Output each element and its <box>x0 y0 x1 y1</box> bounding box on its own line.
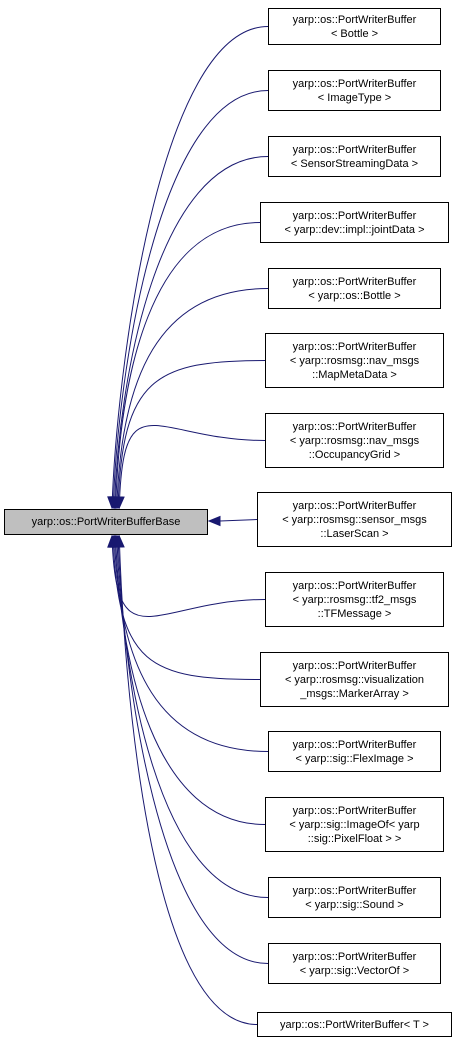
class-label-line: < yarp::os::Bottle > <box>308 289 401 302</box>
class-label-line: yarp::os::PortWriterBuffer <box>292 340 417 353</box>
derived-class-node[interactable]: yarp::os::PortWriterBuffer < Bottle > <box>268 8 441 45</box>
class-label-line: < SensorStreamingData > <box>290 157 419 170</box>
class-label-line: ::MapMetaData > <box>312 368 397 381</box>
inheritance-edge <box>111 26 269 509</box>
class-label-line: ::sig::PixelFloat > > <box>307 832 402 845</box>
derived-class-node[interactable]: yarp::os::PortWriterBuffer < yarp::rosmsg… <box>260 652 449 707</box>
inheritance-edge <box>115 535 266 825</box>
derived-class-node[interactable]: yarp::os::PortWriterBuffer < yarp::sig::I… <box>265 797 444 852</box>
class-label-line: yarp::os::PortWriterBuffer <box>292 738 417 751</box>
derived-class-node[interactable]: yarp::os::PortWriterBuffer < yarp::rosmsg… <box>265 572 444 627</box>
inheritance-edge <box>219 519 258 522</box>
class-label-line: < yarp::dev::impl::jointData > <box>284 223 425 236</box>
class-label-line: < yarp::sig::FlexImage > <box>295 752 414 765</box>
inheritance-arrowhead <box>114 496 125 510</box>
class-label-line: < yarp::rosmsg::nav_msgs <box>289 354 420 367</box>
class-label-line: yarp::os::PortWriterBufferBase <box>31 516 181 528</box>
inheritance-edge <box>116 288 269 509</box>
derived-class-node[interactable]: yarp::os::PortWriterBuffer < yarp::sig::S… <box>268 877 441 918</box>
inheritance-arrowhead <box>207 515 221 527</box>
class-label-line: yarp::os::PortWriterBuffer <box>292 579 417 592</box>
inheritance-edge <box>112 535 261 680</box>
inheritance-arrowhead <box>114 534 125 548</box>
derived-class-node[interactable]: yarp::os::PortWriterBuffer < SensorStream… <box>268 136 441 177</box>
class-label-line: < yarp::sig::ImageOf< yarp <box>289 818 420 831</box>
derived-class-node[interactable]: yarp::os::PortWriterBuffer < yarp::rosmsg… <box>265 413 444 468</box>
class-label-line: yarp::os::PortWriterBuffer <box>292 499 417 512</box>
class-label-line: < yarp::rosmsg::visualization <box>284 673 425 686</box>
class-label-line: ::OccupancyGrid > <box>308 448 401 461</box>
class-label-line: yarp::os::PortWriterBuffer <box>292 804 417 817</box>
derived-class-node[interactable]: yarp::os::PortWriterBuffer < yarp::sig::F… <box>268 731 441 772</box>
class-label-line: < yarp::sig::VectorOf > <box>299 964 410 977</box>
class-label-line: yarp::os::PortWriterBuffer <box>292 77 417 90</box>
inheritance-edge <box>111 535 266 617</box>
derived-class-node[interactable]: yarp::os::PortWriterBuffer < yarp::rosmsg… <box>265 333 444 388</box>
inheritance-edge <box>117 360 266 509</box>
class-label-line: ::LaserScan > <box>320 527 389 540</box>
base-class-node: yarp::os::PortWriterBufferBase <box>4 509 208 535</box>
inheritance-edge <box>115 222 261 509</box>
inheritance-edge <box>118 425 266 509</box>
class-label-line: yarp::os::PortWriterBuffer <box>292 13 417 26</box>
derived-class-node[interactable]: yarp::os::PortWriterBuffer< T > <box>257 1012 452 1037</box>
derived-class-node[interactable]: yarp::os::PortWriterBuffer < yarp::rosmsg… <box>257 492 452 547</box>
inheritance-edge <box>118 535 258 1025</box>
class-label-line: _msgs::MarkerArray > <box>300 687 409 700</box>
class-label-line: yarp::os::PortWriterBuffer< T > <box>280 1018 429 1031</box>
class-label-line: yarp::os::PortWriterBuffer <box>292 275 417 288</box>
inheritance-edge <box>113 535 269 752</box>
derived-class-node[interactable]: yarp::os::PortWriterBuffer < yarp::sig::V… <box>268 943 441 984</box>
derived-class-node[interactable]: yarp::os::PortWriterBuffer < yarp::dev::i… <box>260 202 449 243</box>
class-label-line: < yarp::rosmsg::sensor_msgs <box>282 513 427 526</box>
class-label-line: yarp::os::PortWriterBuffer <box>292 950 417 963</box>
class-label-line: yarp::os::PortWriterBuffer <box>292 659 417 672</box>
class-label-line: < ImageType > <box>317 91 392 104</box>
class-label-line: yarp::os::PortWriterBuffer <box>292 209 417 222</box>
inheritance-edge <box>113 156 269 509</box>
class-label-line: < Bottle > <box>330 27 379 40</box>
derived-class-node[interactable]: yarp::os::PortWriterBuffer < yarp::os::Bo… <box>268 268 441 309</box>
derived-class-node[interactable]: yarp::os::PortWriterBuffer < ImageType > <box>268 70 441 111</box>
class-label-line: < yarp::rosmsg::tf2_msgs <box>292 593 417 606</box>
class-label-line: < yarp::rosmsg::nav_msgs <box>289 434 420 447</box>
class-label-line: ::TFMessage > <box>317 607 392 620</box>
class-label-line: yarp::os::PortWriterBuffer <box>292 884 417 897</box>
inheritance-edge <box>116 535 269 898</box>
class-label-line: yarp::os::PortWriterBuffer <box>292 420 417 433</box>
class-label-line: < yarp::sig::Sound > <box>305 898 404 911</box>
inheritance-edge <box>112 90 269 509</box>
class-label-line: yarp::os::PortWriterBuffer <box>292 143 417 156</box>
